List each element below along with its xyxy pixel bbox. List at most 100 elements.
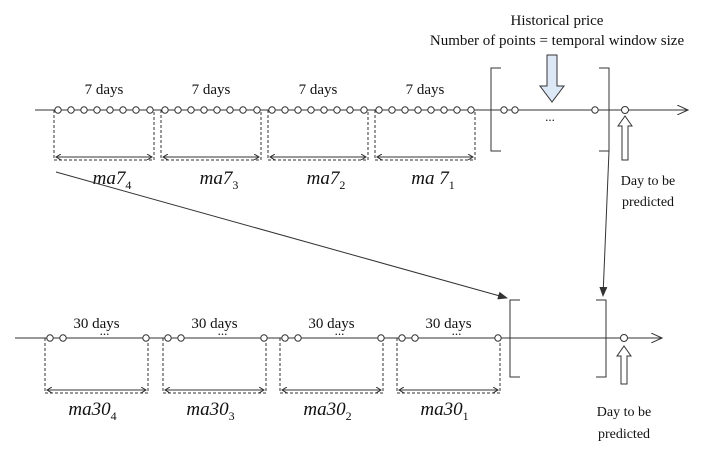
bottom-window-ellipsis: ... (452, 323, 462, 338)
top-data-point (213, 106, 221, 114)
bottom-window-box (279, 338, 384, 394)
bottom-data-point (142, 334, 150, 342)
top-data-point (67, 106, 75, 114)
top-window-4: 7 days ma 71 (374, 82, 476, 192)
top-window-box (374, 110, 476, 161)
header-subtitle: Number of points = temporal window size (430, 33, 685, 49)
top-window-days-label: 7 days (192, 82, 231, 98)
top-window-box (267, 110, 369, 161)
bottom-window-days-label: 30 days (191, 316, 237, 332)
top-data-point (93, 106, 101, 114)
top-history-bracket (490, 67, 610, 152)
top-data-point (119, 106, 127, 114)
bottom-window-4: ...30 days ma301 (396, 316, 502, 423)
top-window-days-label: 7 days (406, 82, 445, 98)
top-data-point (80, 106, 88, 114)
bottom-history-bracket (509, 299, 607, 378)
top-data-point (106, 106, 114, 114)
bottom-window-ma-label: ma301 (420, 399, 468, 423)
top-bracket-ellipsis: ... (545, 109, 555, 124)
bottom-predicted-point (620, 334, 628, 342)
top-data-point (187, 106, 195, 114)
top-data-point (467, 106, 475, 114)
bottom-data-point (164, 334, 172, 342)
top-data-point (388, 106, 396, 114)
bottom-data-point (260, 334, 268, 342)
bracket-to-bottom-arrow (599, 150, 610, 297)
top-data-point (54, 106, 62, 114)
bottom-data-point (177, 334, 185, 342)
top-window-box (53, 110, 155, 161)
bottom-data-point (398, 334, 406, 342)
top-data-point (132, 106, 140, 114)
bottom-data-point (411, 334, 419, 342)
top-window-group: 7 days ma74 7 days ma73 7 days ma72 7 days ma 7… (53, 82, 476, 192)
bottom-data-point (294, 334, 302, 342)
top-data-point (226, 106, 234, 114)
bottom-data-point (494, 334, 502, 342)
top-data-point (414, 106, 422, 114)
top-predicted-up-arrow (617, 115, 633, 161)
top-data-point (346, 106, 354, 114)
top-data-point (360, 106, 368, 114)
bottom-window-box (396, 338, 501, 394)
header-title: Historical price (511, 13, 604, 29)
top-data-point (427, 106, 435, 114)
bottom-window-3: ...30 days ma302 (279, 316, 385, 423)
top-data-point (453, 106, 461, 114)
bottom-window-ma-label: ma302 (303, 399, 351, 423)
top-window-box (160, 110, 262, 161)
top-window-days-label: 7 days (299, 82, 338, 98)
top-data-point (146, 106, 154, 114)
bottom-data-point (59, 334, 67, 342)
bottom-window-ma-label: ma304 (68, 399, 116, 423)
top-data-point (281, 106, 289, 114)
bottom-window-box (162, 338, 267, 394)
top-data-point (253, 106, 261, 114)
top-data-point (239, 106, 247, 114)
top-window-ma-label: ma73 (200, 168, 239, 192)
historical-price-down-arrow (539, 54, 565, 103)
top-predict-label-line1: Day to be (621, 174, 675, 189)
bottom-window-box (44, 338, 149, 394)
top-predict-label-line2: predicted (622, 195, 674, 210)
top-data-point (294, 106, 302, 114)
top-window-ma-label: ma74 (93, 168, 132, 192)
top-data-point (401, 106, 409, 114)
bottom-window-ellipsis: ... (335, 323, 345, 338)
bottom-window-ellipsis: ... (218, 323, 228, 338)
bottom-predicted-up-arrow (616, 345, 632, 385)
top-window-2: 7 days ma73 (160, 82, 262, 192)
top-window-ma-label: ma 71 (411, 168, 454, 192)
top-data-point (333, 106, 341, 114)
bottom-window-2: ...30 days ma303 (162, 316, 268, 423)
top-window-ma-label: ma72 (307, 168, 346, 192)
top-data-point (307, 106, 315, 114)
top-data-point (161, 106, 169, 114)
top-data-point (174, 106, 182, 114)
top-data-point (320, 106, 328, 114)
bottom-window-ellipsis: ... (100, 323, 110, 338)
bottom-window-ma-label: ma303 (186, 399, 234, 423)
bottom-data-point (46, 334, 54, 342)
top-window-1: 7 days ma74 (53, 82, 155, 192)
top-data-point (375, 106, 383, 114)
top-data-point (200, 106, 208, 114)
bottom-data-point (281, 334, 289, 342)
bottom-predict-label-line2: predicted (598, 427, 650, 442)
bottom-window-days-label: 30 days (308, 316, 354, 332)
top-data-point (268, 106, 276, 114)
top-bracket-points (500, 106, 599, 114)
top-data-point (440, 106, 448, 114)
bottom-window-1: ...30 days ma304 (44, 316, 150, 423)
bottom-data-point (377, 334, 385, 342)
top-window-3: 7 days ma72 (267, 82, 369, 192)
window-to-bottom-arrow (55, 171, 508, 300)
top-predicted-point (621, 106, 629, 114)
bottom-window-days-label: 30 days (425, 316, 471, 332)
bottom-window-days-label: 30 days (73, 316, 119, 332)
bottom-predict-label-line1: Day to be (597, 405, 651, 420)
top-window-days-label: 7 days (85, 82, 124, 98)
